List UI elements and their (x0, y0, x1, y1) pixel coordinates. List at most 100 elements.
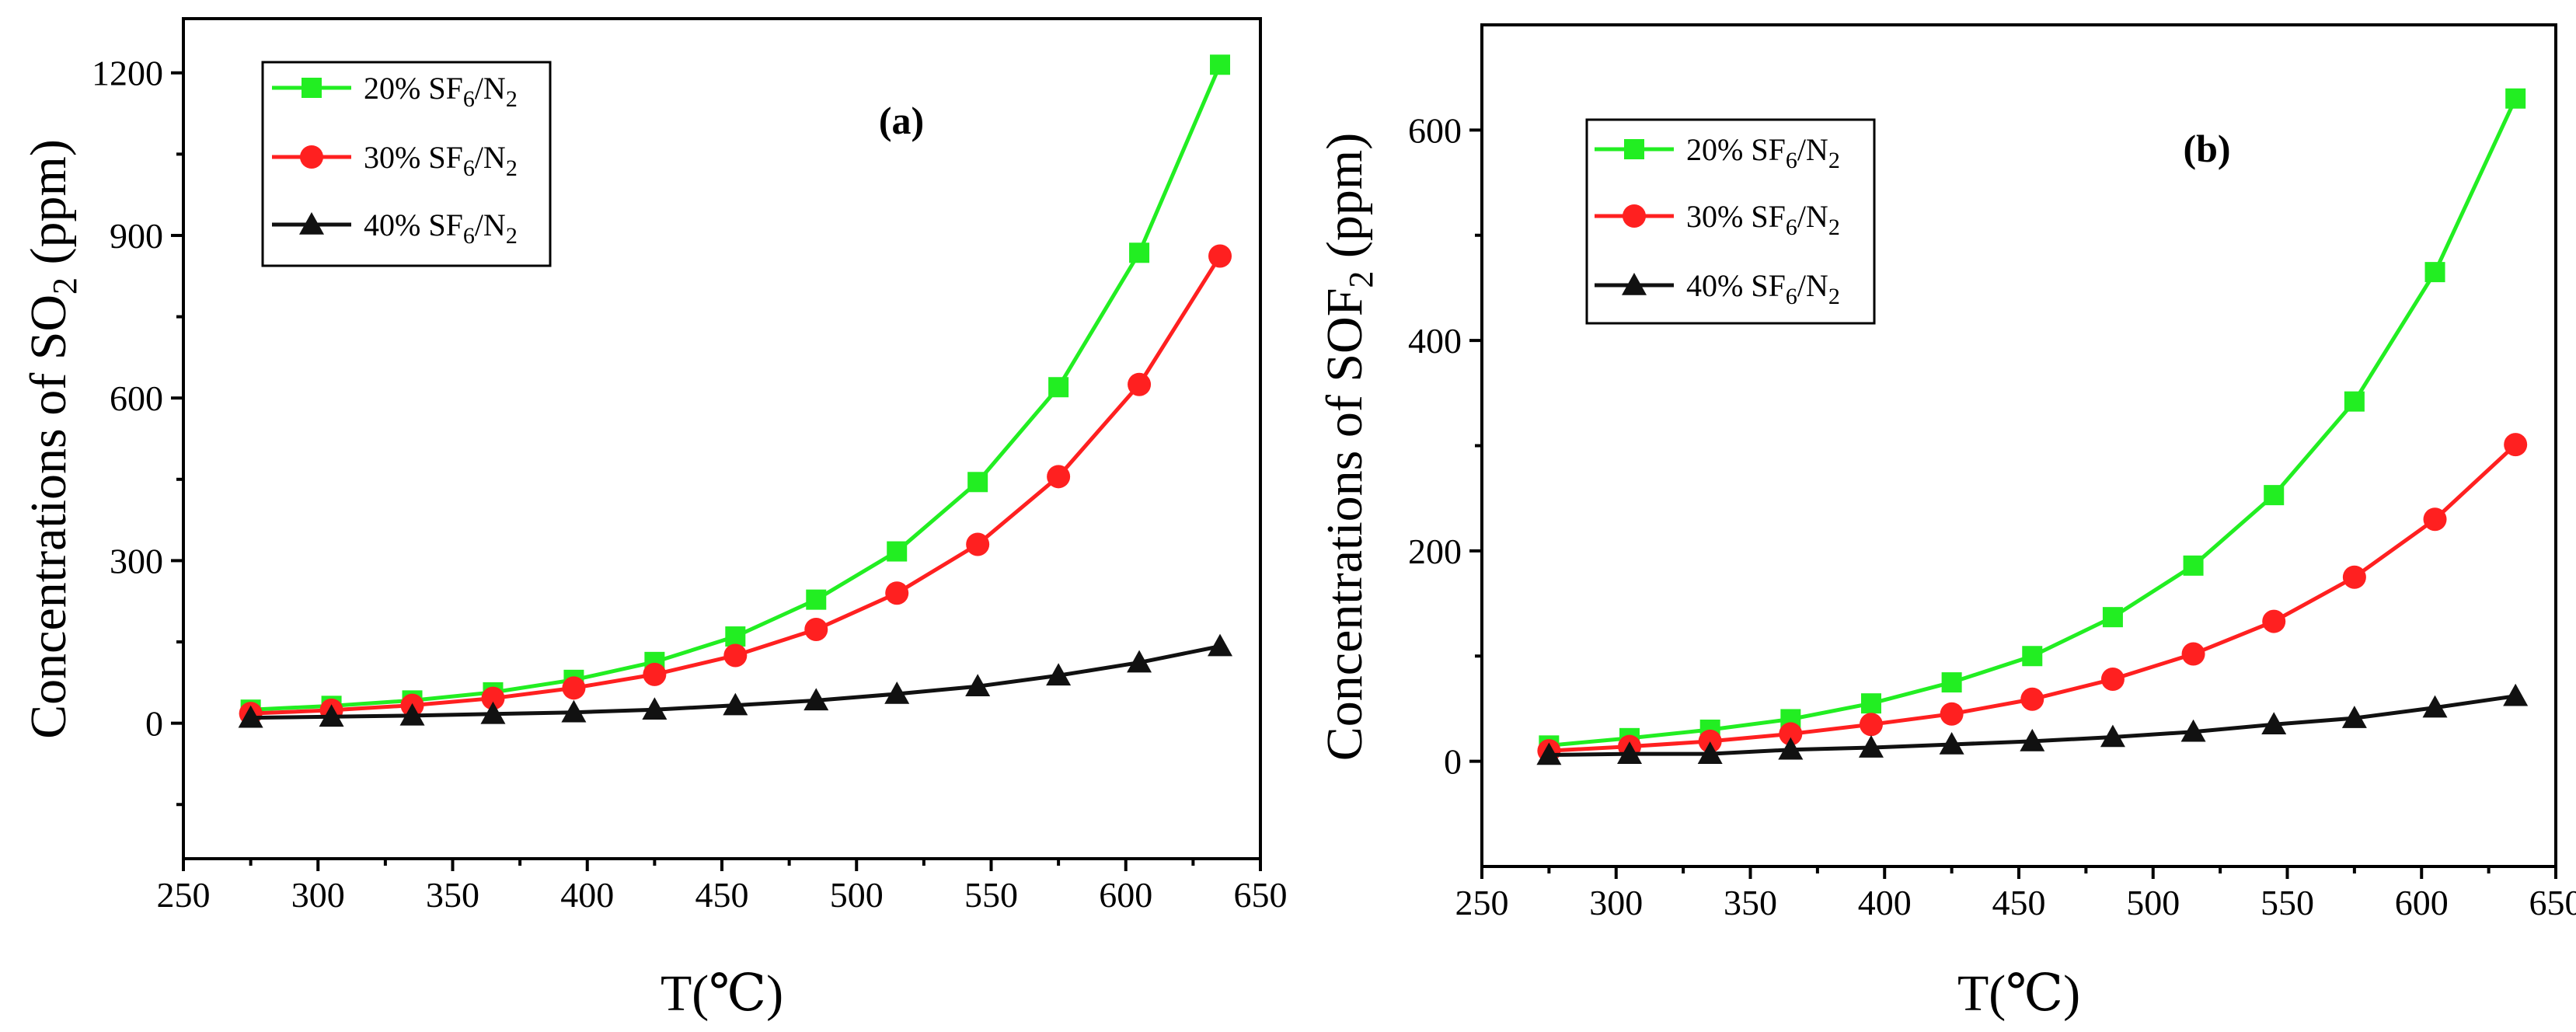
x-tick-label: 250 (157, 875, 211, 915)
data-point (1697, 741, 1723, 764)
legend-marker-triangle (299, 212, 324, 235)
data-point (2503, 683, 2529, 706)
data-point (481, 686, 505, 710)
data-point (643, 662, 667, 686)
chart-panel-b: 250 300 350 400 450 500 550 600 650 0 200 400 600 (b… (1316, 23, 2576, 1022)
data-point (725, 626, 746, 647)
data-point (2342, 565, 2366, 589)
y-tick-label: 0 (1444, 742, 1462, 782)
y-axis-title: Concentrations of SOF2 (ppm) (1316, 133, 1380, 761)
data-point (1210, 54, 1231, 75)
legend-item-20: 20% SF6/N2 (1595, 132, 1840, 173)
data-point (965, 674, 991, 697)
series-layer (238, 54, 1233, 728)
x-tick-label: 300 (1589, 883, 1643, 922)
data-point (1617, 741, 1643, 764)
y-tick-label: 900 (110, 216, 163, 256)
x-tick-label: 400 (1858, 883, 1912, 922)
data-point (319, 704, 344, 727)
data-point (1698, 729, 1722, 753)
legend-label: 30% SF6/N2 (1686, 199, 1840, 240)
y-tick-label: 0 (145, 704, 163, 744)
data-point (2264, 485, 2285, 506)
legend-marker-square (302, 78, 322, 98)
data-point (2022, 646, 2043, 667)
data-point (1940, 702, 1964, 726)
axis-ticks: 250 300 350 400 450 500 550 600 650 0 200 400 600 (1408, 110, 2576, 922)
legend-label: 20% SF6/N2 (1686, 132, 1840, 173)
legend-marker-circle (300, 145, 323, 169)
data-point (1208, 633, 1233, 657)
data-point (2020, 687, 2044, 711)
data-point (1941, 672, 1962, 693)
data-point (562, 676, 586, 700)
panel-label: (b) (2183, 127, 2230, 170)
x-tick-label: 600 (2395, 883, 2449, 922)
y-tick-label: 200 (1408, 532, 1462, 571)
data-point (2422, 695, 2448, 718)
data-point (884, 681, 910, 704)
y-tick-label: 600 (1408, 110, 1462, 150)
legend: 20% SF6/N2 30% SF6/N2 40% SF6/N2 (261, 61, 552, 267)
data-point (2100, 724, 2125, 748)
data-point (2181, 642, 2205, 666)
x-axis-title: T(℃) (1957, 965, 2080, 1022)
data-point (1129, 242, 1150, 263)
legend-marker-triangle (1622, 273, 1647, 295)
data-point (399, 703, 425, 726)
data-point (238, 705, 263, 728)
legend-marker (1623, 204, 1646, 228)
data-point (1048, 377, 1069, 398)
y-tick-label: 600 (110, 378, 163, 418)
data-point (1939, 731, 1964, 755)
x-tick-label: 650 (1234, 875, 1288, 915)
legend-label: 30% SF6/N2 (364, 140, 518, 181)
x-tick-label: 650 (2529, 883, 2576, 922)
legend-item-40: 40% SF6/N2 (1595, 268, 1840, 309)
data-point (2180, 719, 2206, 742)
legend-label: 40% SF6/N2 (364, 207, 518, 249)
legend-marker (1622, 273, 1647, 295)
data-point (480, 701, 506, 724)
legend-marker (302, 78, 322, 98)
data-point (2504, 433, 2528, 457)
x-tick-label: 450 (695, 875, 749, 915)
y-tick-label: 1200 (92, 54, 163, 93)
data-point (1047, 465, 1071, 489)
data-point (2262, 609, 2286, 633)
legend-marker (300, 145, 323, 169)
y-tick-label: 400 (1408, 321, 1462, 361)
data-point (2183, 555, 2204, 576)
legend-marker (1624, 139, 1644, 159)
data-point (2341, 706, 2367, 728)
legend-marker-circle (1623, 204, 1646, 228)
x-tick-label: 350 (426, 875, 479, 915)
legend-item-40: 40% SF6/N2 (272, 207, 518, 249)
series-layer (1536, 88, 2529, 765)
y-tick-label: 300 (110, 541, 163, 580)
x-tick-label: 600 (1099, 875, 1152, 915)
legend-label: 20% SF6/N2 (364, 71, 518, 112)
data-point (2100, 668, 2125, 692)
data-point (1778, 737, 1804, 760)
legend: 20% SF6/N2 30% SF6/N2 40% SF6/N2 (1585, 118, 1876, 325)
x-tick-label: 450 (1992, 883, 2046, 922)
x-axis-title: T(℃) (661, 965, 783, 1022)
x-tick-label: 550 (964, 875, 1018, 915)
data-point (1860, 693, 1881, 714)
data-point (2102, 607, 2123, 628)
data-point (806, 589, 827, 610)
data-point (1127, 650, 1152, 673)
data-point (887, 541, 908, 562)
data-point (967, 472, 988, 493)
data-point (2020, 728, 2045, 751)
data-point (2344, 391, 2365, 412)
legend-item-20: 20% SF6/N2 (272, 71, 518, 112)
data-point (723, 643, 748, 668)
data-point (966, 532, 990, 556)
data-point (1046, 663, 1072, 686)
data-point (885, 581, 909, 605)
data-point (1859, 713, 1883, 737)
x-tick-label: 550 (2261, 883, 2314, 922)
legend-marker-square (1624, 139, 1644, 159)
